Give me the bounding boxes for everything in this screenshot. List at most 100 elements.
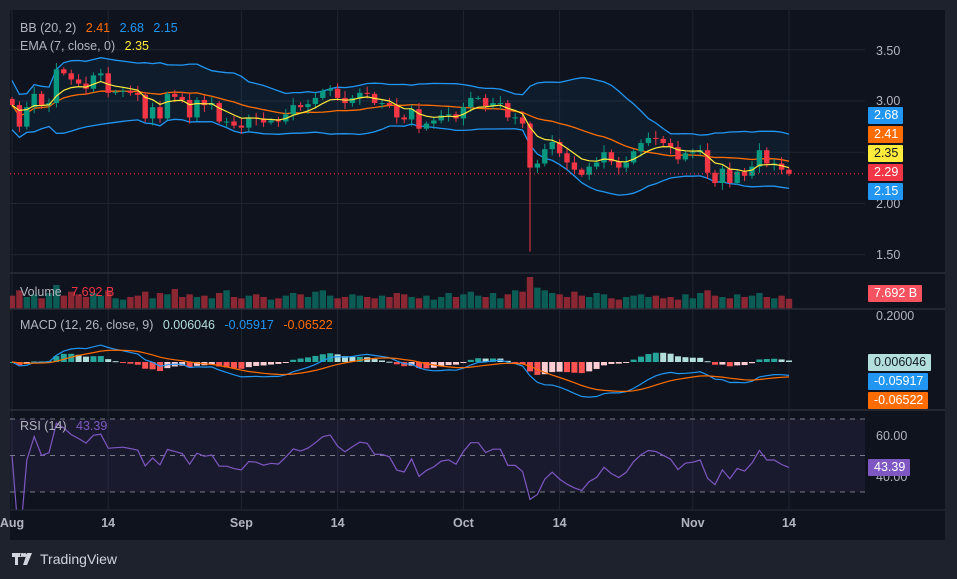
candle-body bbox=[645, 137, 652, 144]
volume-bar bbox=[467, 291, 474, 309]
volume-bar bbox=[60, 295, 67, 309]
volume-bar bbox=[512, 290, 519, 309]
macd-histogram-bar bbox=[282, 362, 289, 363]
candle-body bbox=[660, 138, 666, 144]
volume-bar bbox=[53, 285, 60, 309]
volume-bar bbox=[16, 290, 23, 309]
volume-bar bbox=[75, 294, 82, 309]
volume-bar bbox=[45, 293, 53, 309]
volume-bar bbox=[734, 294, 741, 309]
candle-body bbox=[127, 90, 134, 93]
candle-body bbox=[586, 166, 592, 175]
price-tag: 2.29 bbox=[868, 164, 904, 181]
candle-body bbox=[53, 69, 60, 104]
volume-bar bbox=[208, 298, 215, 309]
brand-name: TradingView bbox=[40, 551, 118, 567]
volume-bar bbox=[674, 299, 682, 309]
candle-body bbox=[194, 99, 200, 118]
macd-histogram-bar bbox=[504, 360, 511, 362]
macd-histogram-bar bbox=[601, 362, 607, 366]
candle-body bbox=[231, 121, 237, 126]
candle-body bbox=[349, 97, 356, 104]
macd-histogram-bar bbox=[97, 356, 104, 362]
rsi-legend[interactable]: RSI (14) 43.39 bbox=[20, 419, 113, 433]
volume-bar bbox=[349, 294, 356, 309]
volume-bar bbox=[778, 295, 785, 309]
volume-bar bbox=[156, 293, 164, 309]
bb-legend[interactable]: BB (20, 2) 2.41 2.68 2.15 bbox=[20, 21, 184, 35]
candle-body bbox=[142, 94, 148, 119]
macd-histogram-bar bbox=[120, 362, 126, 363]
volume-bar bbox=[275, 298, 282, 309]
macd-legend[interactable]: MACD (12, 26, close, 9) 0.006046 -0.0591… bbox=[20, 318, 339, 332]
rsi-value: 43.39 bbox=[76, 419, 108, 433]
macd-line bbox=[11, 344, 790, 398]
macd-histogram-bar bbox=[490, 358, 496, 362]
volume-bar bbox=[593, 293, 600, 309]
volume-bar bbox=[393, 293, 400, 309]
volume-bar bbox=[748, 295, 756, 309]
volume-bar bbox=[223, 290, 230, 309]
volume-bar bbox=[630, 295, 637, 309]
macd-histogram-bar bbox=[645, 354, 652, 362]
candle-body bbox=[172, 93, 178, 97]
volume-bar bbox=[230, 297, 238, 309]
volume-bar bbox=[408, 297, 415, 309]
volume-bar bbox=[312, 291, 319, 309]
candle-body bbox=[505, 103, 511, 118]
macd-histogram-bar bbox=[763, 359, 770, 362]
volume-bar bbox=[31, 294, 38, 309]
volume-bar bbox=[615, 299, 622, 309]
volume-bar bbox=[452, 297, 460, 309]
volume-value: 7.692 B bbox=[71, 285, 115, 299]
ema-label: EMA (7, close, 0) bbox=[20, 39, 116, 53]
candle-body bbox=[549, 142, 555, 150]
macd-histogram-bar bbox=[149, 362, 156, 370]
candle-body bbox=[756, 150, 763, 167]
volume-bar bbox=[526, 277, 534, 309]
volume-bar bbox=[164, 294, 171, 309]
bb-basis-value: 2.41 bbox=[85, 21, 111, 35]
volume-bar bbox=[771, 298, 778, 309]
volume-bar bbox=[201, 295, 208, 309]
volume-legend[interactable]: Volume 7.692 B bbox=[20, 285, 120, 299]
volume-bar bbox=[82, 297, 90, 309]
volume-bar bbox=[112, 298, 119, 309]
time-axis-label: Oct bbox=[452, 516, 474, 530]
volume-bar bbox=[763, 297, 770, 309]
price-tick: 3.50 bbox=[876, 44, 901, 58]
macd-histogram-bar bbox=[253, 362, 260, 366]
macd-histogram-bar bbox=[75, 354, 82, 362]
macd-histogram-bar bbox=[142, 362, 149, 369]
macd-histogram-bar bbox=[519, 362, 526, 365]
candle-body bbox=[38, 93, 45, 106]
candle-body bbox=[16, 105, 23, 127]
volume-bar bbox=[186, 294, 193, 309]
volume-bar bbox=[127, 297, 134, 309]
macd-histogram-bar bbox=[223, 362, 230, 368]
ema-legend[interactable]: EMA (7, close, 0) 2.35 bbox=[20, 39, 155, 53]
volume-bar bbox=[667, 297, 674, 309]
candle-body bbox=[741, 171, 748, 176]
candle-body bbox=[712, 172, 718, 183]
volume-bar bbox=[260, 297, 267, 309]
plot-area bbox=[10, 10, 865, 510]
candle-body bbox=[786, 169, 792, 174]
candle-body bbox=[534, 163, 541, 168]
volume-bar bbox=[97, 295, 104, 309]
macd-histogram-bar bbox=[297, 358, 304, 362]
candle-body bbox=[297, 105, 304, 108]
volume-label: Volume bbox=[20, 285, 62, 299]
candle-body bbox=[268, 120, 274, 123]
candle-body bbox=[579, 169, 585, 175]
candle-body bbox=[135, 92, 141, 95]
tradingview-logo[interactable]: TradingView bbox=[12, 551, 117, 567]
volume-bar bbox=[327, 295, 334, 309]
volume-bar bbox=[149, 298, 156, 309]
volume-bar bbox=[482, 297, 489, 309]
macd-histogram-bar bbox=[438, 362, 445, 367]
macd-histogram-bar bbox=[608, 362, 615, 364]
rsi-band-background bbox=[10, 419, 865, 492]
bollinger-lower-line bbox=[11, 118, 790, 196]
